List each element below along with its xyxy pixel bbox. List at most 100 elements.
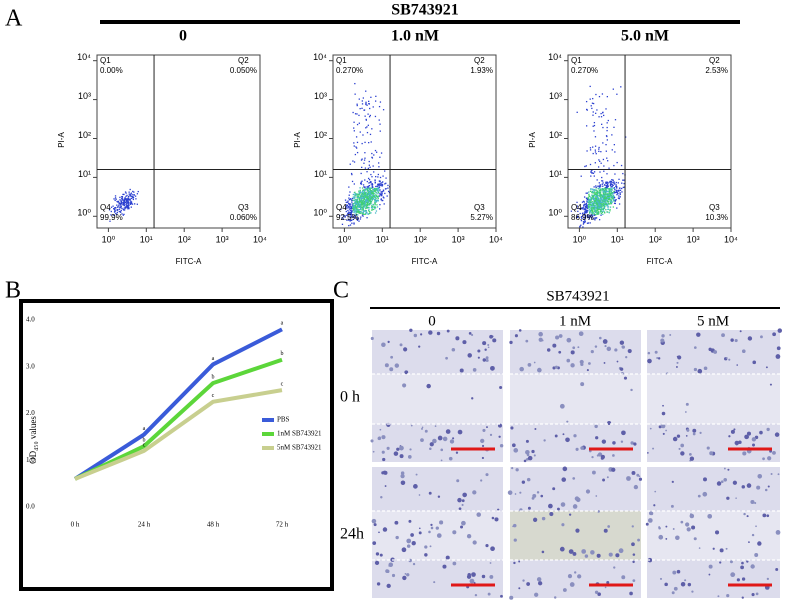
event-dot — [377, 191, 380, 194]
event-dot — [602, 210, 605, 212]
event-dot — [368, 182, 370, 184]
event-dot — [339, 214, 341, 217]
event-dot — [371, 152, 373, 155]
cell — [440, 448, 444, 452]
cell — [440, 459, 443, 462]
event-dot — [367, 194, 369, 197]
cell — [586, 369, 589, 372]
event-dot — [362, 213, 364, 215]
event-dot — [361, 100, 363, 102]
event-dot — [608, 188, 611, 190]
event-dot — [354, 213, 356, 215]
cell — [584, 554, 589, 558]
event-dot — [611, 196, 613, 198]
event-dot — [372, 191, 374, 193]
cell — [671, 480, 674, 483]
event-dot — [374, 187, 376, 190]
event-dot — [599, 201, 602, 204]
event-dot — [591, 191, 593, 194]
cell — [714, 530, 720, 535]
cell — [469, 578, 475, 584]
cell — [514, 493, 517, 495]
event-dot — [124, 198, 126, 200]
event-dot — [127, 200, 129, 202]
cell — [672, 436, 678, 442]
event-dot — [602, 201, 604, 203]
event-dot — [384, 170, 386, 172]
event-dot — [603, 165, 605, 167]
x-tick-label: 0 h — [71, 521, 80, 529]
event-dot — [357, 214, 359, 216]
event-dot — [360, 208, 362, 210]
event-dot — [130, 192, 133, 194]
event-dot — [606, 95, 608, 98]
event-dot — [356, 104, 358, 107]
event-dot — [595, 214, 597, 216]
event-dot — [588, 205, 591, 207]
event-dot — [623, 186, 626, 188]
event-dot — [353, 215, 356, 217]
column-title: 0 — [428, 313, 436, 329]
event-dot — [348, 219, 350, 221]
event-dot — [353, 207, 356, 210]
event-dot — [584, 203, 586, 205]
event-dot — [611, 181, 613, 184]
event-dot — [606, 203, 608, 206]
event-dot — [607, 119, 609, 122]
event-dot — [367, 195, 370, 197]
cell — [481, 444, 485, 448]
cell — [534, 427, 537, 430]
event-dot — [373, 194, 375, 196]
event-dot — [591, 217, 593, 219]
event-dot — [375, 188, 377, 190]
event-dot — [598, 148, 600, 150]
cell — [659, 577, 663, 580]
cell — [389, 367, 394, 372]
event-dot — [363, 109, 365, 111]
event-dot — [591, 172, 593, 174]
cell — [775, 567, 779, 571]
cell — [486, 426, 488, 428]
event-dot — [593, 193, 596, 195]
event-dot — [593, 218, 595, 220]
event-dot — [350, 211, 352, 213]
event-dot — [367, 199, 370, 202]
event-dot — [352, 199, 354, 201]
event-dot — [371, 192, 374, 195]
event-dot — [606, 187, 608, 190]
cell — [388, 562, 394, 568]
cell — [728, 435, 731, 438]
event-dot — [348, 186, 350, 188]
cell — [697, 494, 701, 498]
event-dot — [352, 203, 354, 205]
event-dot — [359, 191, 361, 194]
event-dot — [350, 172, 353, 175]
event-dot — [130, 206, 132, 208]
event-dot — [595, 203, 597, 205]
event-dot — [612, 194, 615, 196]
event-dot — [355, 194, 357, 196]
event-dot — [613, 144, 616, 146]
significance-letter: a — [281, 321, 284, 327]
event-dot — [608, 203, 610, 205]
cell — [719, 548, 724, 553]
cell — [409, 328, 413, 332]
cell — [482, 428, 486, 432]
cell — [685, 402, 689, 406]
event-dot — [570, 210, 573, 212]
event-dot — [116, 211, 119, 214]
cell — [413, 333, 418, 338]
event-dot — [358, 201, 361, 203]
y-tick-label: 10⁰ — [77, 208, 91, 218]
event-dot — [604, 201, 607, 203]
cell — [555, 335, 560, 340]
cell — [612, 454, 615, 457]
event-dot — [605, 190, 608, 192]
event-dot — [361, 207, 364, 209]
cell — [686, 527, 691, 532]
event-dot — [367, 167, 370, 170]
event-dot — [358, 190, 360, 192]
event-dot — [348, 194, 350, 196]
event-dot — [602, 193, 605, 195]
event-dot — [594, 211, 596, 213]
